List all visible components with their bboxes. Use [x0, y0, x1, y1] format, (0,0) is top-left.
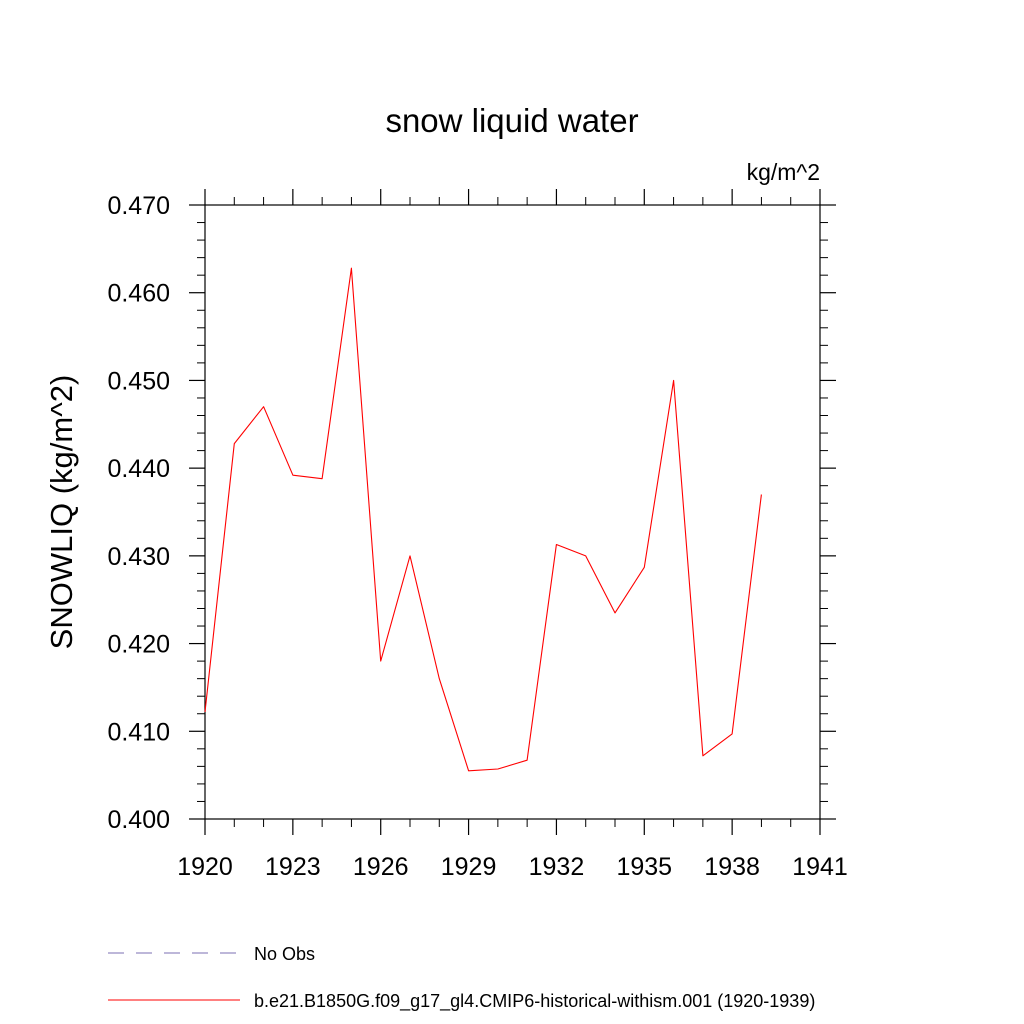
y-tick-label: 0.400	[107, 806, 170, 834]
axis-tick-labels: 1920 1923 1926 1929 1932 1935 1938 1941 0.400 0.4…	[107, 192, 847, 881]
y-tick-label: 0.440	[107, 455, 170, 483]
x-tick-label: 1938	[704, 853, 760, 881]
x-tick-label: 1932	[529, 853, 585, 881]
axis-ticks	[189, 189, 836, 835]
series-layer	[204, 267, 762, 772]
y-tick-label: 0.470	[107, 192, 170, 220]
series-line-0	[204, 267, 762, 772]
x-tick-label: 1935	[616, 853, 672, 881]
legend-label-series: b.e21.B1850G.f09_g17_gl4.CMIP6-historica…	[254, 991, 815, 1012]
legend: No Obs b.e21.B1850G.f09_g17_gl4.CMIP6-hi…	[108, 944, 815, 1012]
x-tick-label: 1926	[353, 853, 409, 881]
legend-label-no-obs: No Obs	[254, 944, 315, 964]
y-tick-label: 0.460	[107, 280, 170, 308]
units-label: kg/m^2	[747, 159, 820, 185]
x-tick-label: 1923	[265, 853, 321, 881]
chart-title: snow liquid water	[385, 102, 638, 139]
y-axis-label: SNOWLIQ (kg/m^2)	[44, 375, 79, 650]
y-tick-label: 0.450	[107, 367, 170, 395]
x-tick-label: 1929	[441, 853, 497, 881]
x-tick-label: 1920	[177, 853, 233, 881]
y-tick-label: 0.420	[107, 631, 170, 659]
plot-frame	[204, 204, 821, 820]
x-tick-label: 1941	[792, 853, 848, 881]
y-tick-label: 0.430	[107, 543, 170, 571]
y-tick-label: 0.410	[107, 718, 170, 746]
